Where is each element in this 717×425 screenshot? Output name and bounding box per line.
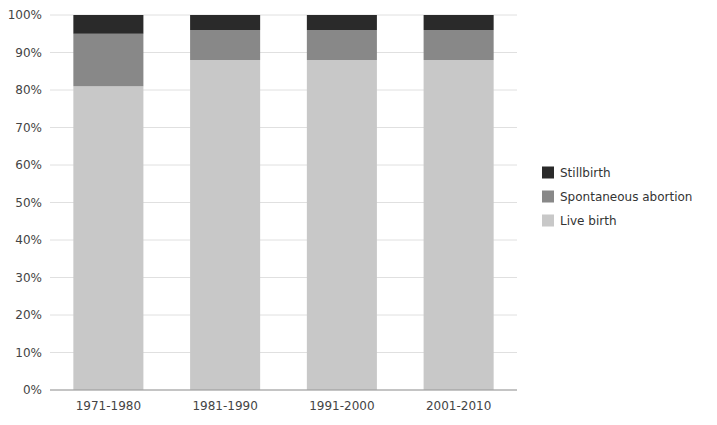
legend-swatch: [542, 191, 554, 203]
y-tick-label: 0%: [23, 383, 42, 397]
bar-segment: [307, 30, 377, 60]
y-tick-label: 90%: [15, 46, 42, 60]
y-tick-label: 80%: [15, 83, 42, 97]
x-tick-label: 1991-2000: [309, 399, 374, 413]
bars: [73, 15, 493, 390]
legend-swatch: [542, 215, 554, 227]
bar-segment: [424, 30, 494, 60]
legend: Stillbirth Spontaneous abortion Live birth: [542, 166, 692, 228]
x-tick-label: 1971-1980: [76, 399, 141, 413]
grid: [50, 15, 517, 390]
bar-segment: [73, 34, 143, 87]
legend-label: Live birth: [560, 214, 617, 228]
legend-label: Spontaneous abortion: [560, 190, 692, 204]
y-tick-label: 30%: [15, 271, 42, 285]
y-tick-label: 50%: [15, 196, 42, 210]
bar-segment: [424, 15, 494, 30]
grid-line: [50, 390, 517, 391]
bar-segment: [73, 15, 143, 34]
bar-segment: [190, 30, 260, 60]
y-tick-label: 70%: [15, 121, 42, 135]
chart: 0% 10% 20% 30% 40% 50% 60% 70% 80% 90% 100% 1971-19…: [0, 0, 717, 425]
x-axis-line: [50, 390, 517, 391]
y-tick-label: 60%: [15, 158, 42, 172]
bar-segment: [73, 86, 143, 390]
bar-segment: [307, 15, 377, 30]
bar-segment: [190, 60, 260, 390]
legend-swatch: [542, 167, 554, 179]
y-tick-label: 20%: [15, 308, 42, 322]
x-tick-label: 2001-2010: [426, 399, 491, 413]
x-tick-label: 1981-1990: [192, 399, 257, 413]
bar-segment: [424, 60, 494, 390]
y-tick-label: 40%: [15, 233, 42, 247]
bar-segment: [307, 60, 377, 390]
y-tick-label: 10%: [15, 346, 42, 360]
legend-label: Stillbirth: [560, 166, 611, 180]
bar-segment: [190, 15, 260, 30]
y-tick-label: 100%: [8, 8, 42, 22]
